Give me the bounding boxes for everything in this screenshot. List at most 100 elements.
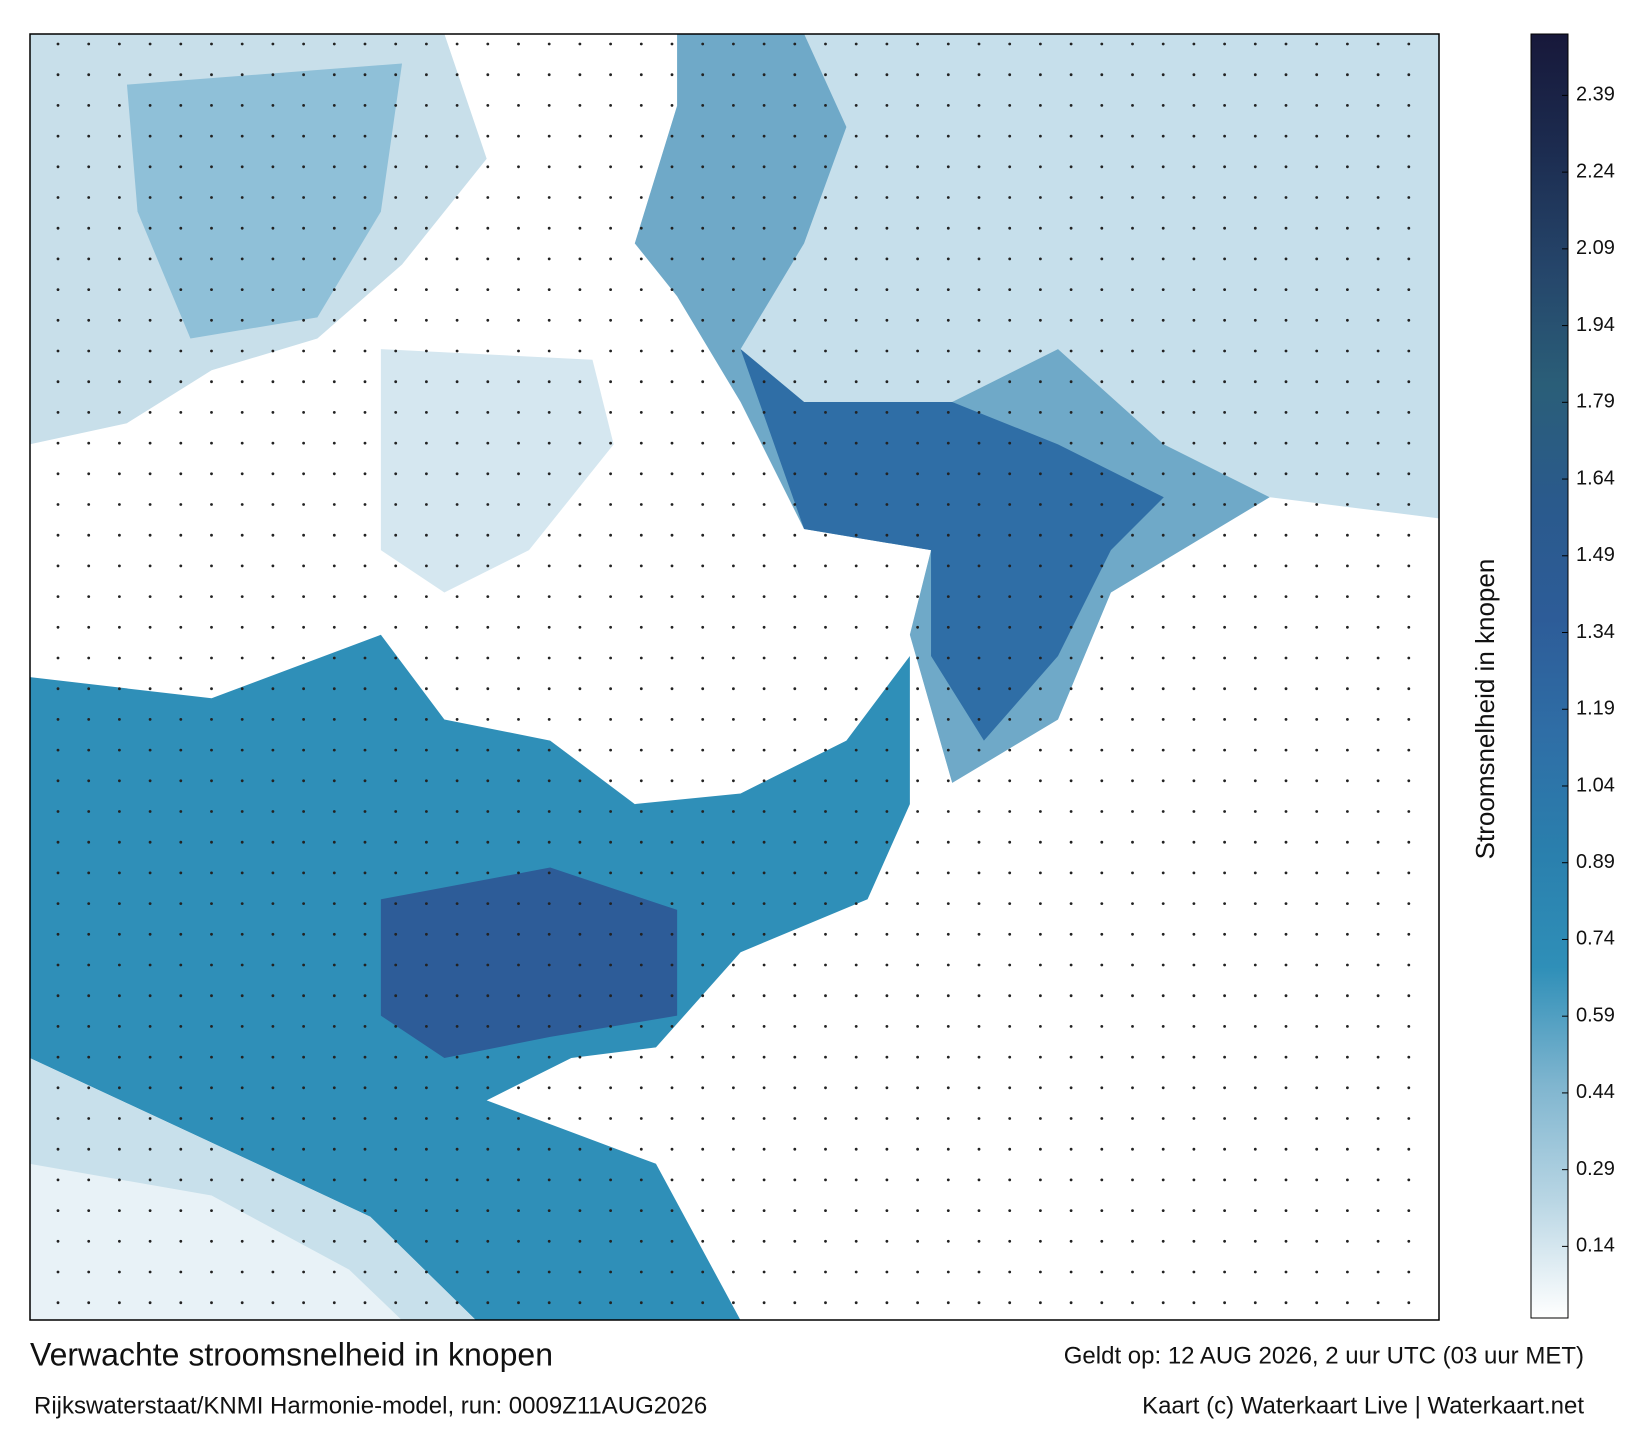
grid-dot [210,1055,213,1059]
grid-dot [271,1025,275,1028]
grid-dot [1100,349,1104,353]
grid-dot [87,165,91,169]
grid-dot [1100,1117,1104,1120]
grid-dot [56,257,60,261]
grid-dot [1346,625,1349,629]
grid-dot [1315,810,1319,813]
grid-dot [639,226,643,230]
grid-dot [1008,1239,1012,1243]
grid-dot [854,871,858,875]
grid-dot [363,748,367,752]
grid-dot [1346,932,1349,936]
grid-dot [1192,318,1196,322]
grid-dot [394,165,398,169]
grid-dot [302,288,305,291]
grid-dot [210,318,213,322]
grid-dot [1315,288,1319,291]
grid-dot [946,503,950,506]
grid-dot [578,1055,582,1059]
grid-dot [854,196,858,199]
grid-dot [1315,687,1319,691]
grid-dot [1315,595,1319,598]
grid-dot [455,1147,459,1151]
grid-dot [701,165,705,169]
grid-dot [1284,472,1288,476]
grid-dot [271,1147,275,1151]
grid-dot [302,73,305,77]
grid-dot [87,288,91,291]
grid-dot [732,318,735,322]
grid-dot [1407,411,1411,414]
grid-dot [332,472,336,476]
grid-dot [271,104,275,107]
grid-dot [394,134,398,138]
grid-dot [87,1178,91,1182]
grid-dot [732,1178,735,1182]
grid-dot [916,42,919,46]
grid-dot [762,1301,766,1305]
grid-dot [271,226,275,230]
grid-dot [1039,902,1042,905]
grid-dot [87,1055,91,1059]
grid-dot [56,1209,60,1212]
grid-dot [425,779,428,783]
grid-dot [240,748,244,752]
grid-dot [1407,165,1411,169]
grid-dot [1376,349,1380,353]
grid-dot [1315,871,1319,875]
grid-dot [56,503,60,506]
grid-dot [946,196,950,199]
grid-dot [1008,104,1012,107]
grid-dot [793,441,797,445]
grid-dot [1039,994,1042,998]
grid-dot [1315,349,1319,353]
grid-dot [148,1086,152,1090]
grid-dot [1161,1117,1165,1120]
grid-dot [271,1178,275,1182]
grid-dot [1223,1117,1226,1120]
grid-dot [56,288,60,291]
grid-dot [1069,318,1073,322]
grid-dot [148,134,152,138]
grid-dot [148,1270,152,1274]
grid-dot [210,871,213,875]
grid-dot [486,871,490,875]
grid-dot [486,840,490,844]
grid-dot [1253,472,1257,476]
grid-dot [87,73,91,77]
grid-dot [916,902,919,905]
grid-dot [639,1025,643,1028]
grid-dot [1100,503,1104,506]
colorbar-tick-label: 0.14 [1576,1235,1615,1257]
grid-dot [946,1301,950,1305]
grid-dot [486,288,490,291]
grid-dot [609,779,612,783]
grid-dot [455,1301,459,1305]
grid-dot [916,533,919,537]
grid-dot [609,994,612,998]
grid-dot [1008,779,1012,783]
grid-dot [517,134,520,138]
grid-dot [118,349,121,353]
grid-dot [762,318,766,322]
grid-dot [1192,73,1196,77]
grid-dot [762,533,766,537]
grid-dot [578,687,582,691]
grid-dot [455,963,459,967]
grid-dot [916,871,919,875]
grid-dot [824,104,827,107]
grid-dot [1376,1270,1380,1274]
grid-dot [179,902,183,905]
grid-dot [1161,1270,1165,1274]
grid-dot [210,380,213,384]
grid-dot [701,380,705,384]
grid-dot [1376,441,1380,445]
grid-dot [455,1086,459,1090]
grid-dot [977,994,981,998]
grid-dot [1284,73,1288,77]
grid-dot [670,932,674,936]
grid-dot [1284,42,1288,46]
grid-dot [762,472,766,476]
grid-dot [547,871,551,875]
grid-dot [271,564,275,568]
